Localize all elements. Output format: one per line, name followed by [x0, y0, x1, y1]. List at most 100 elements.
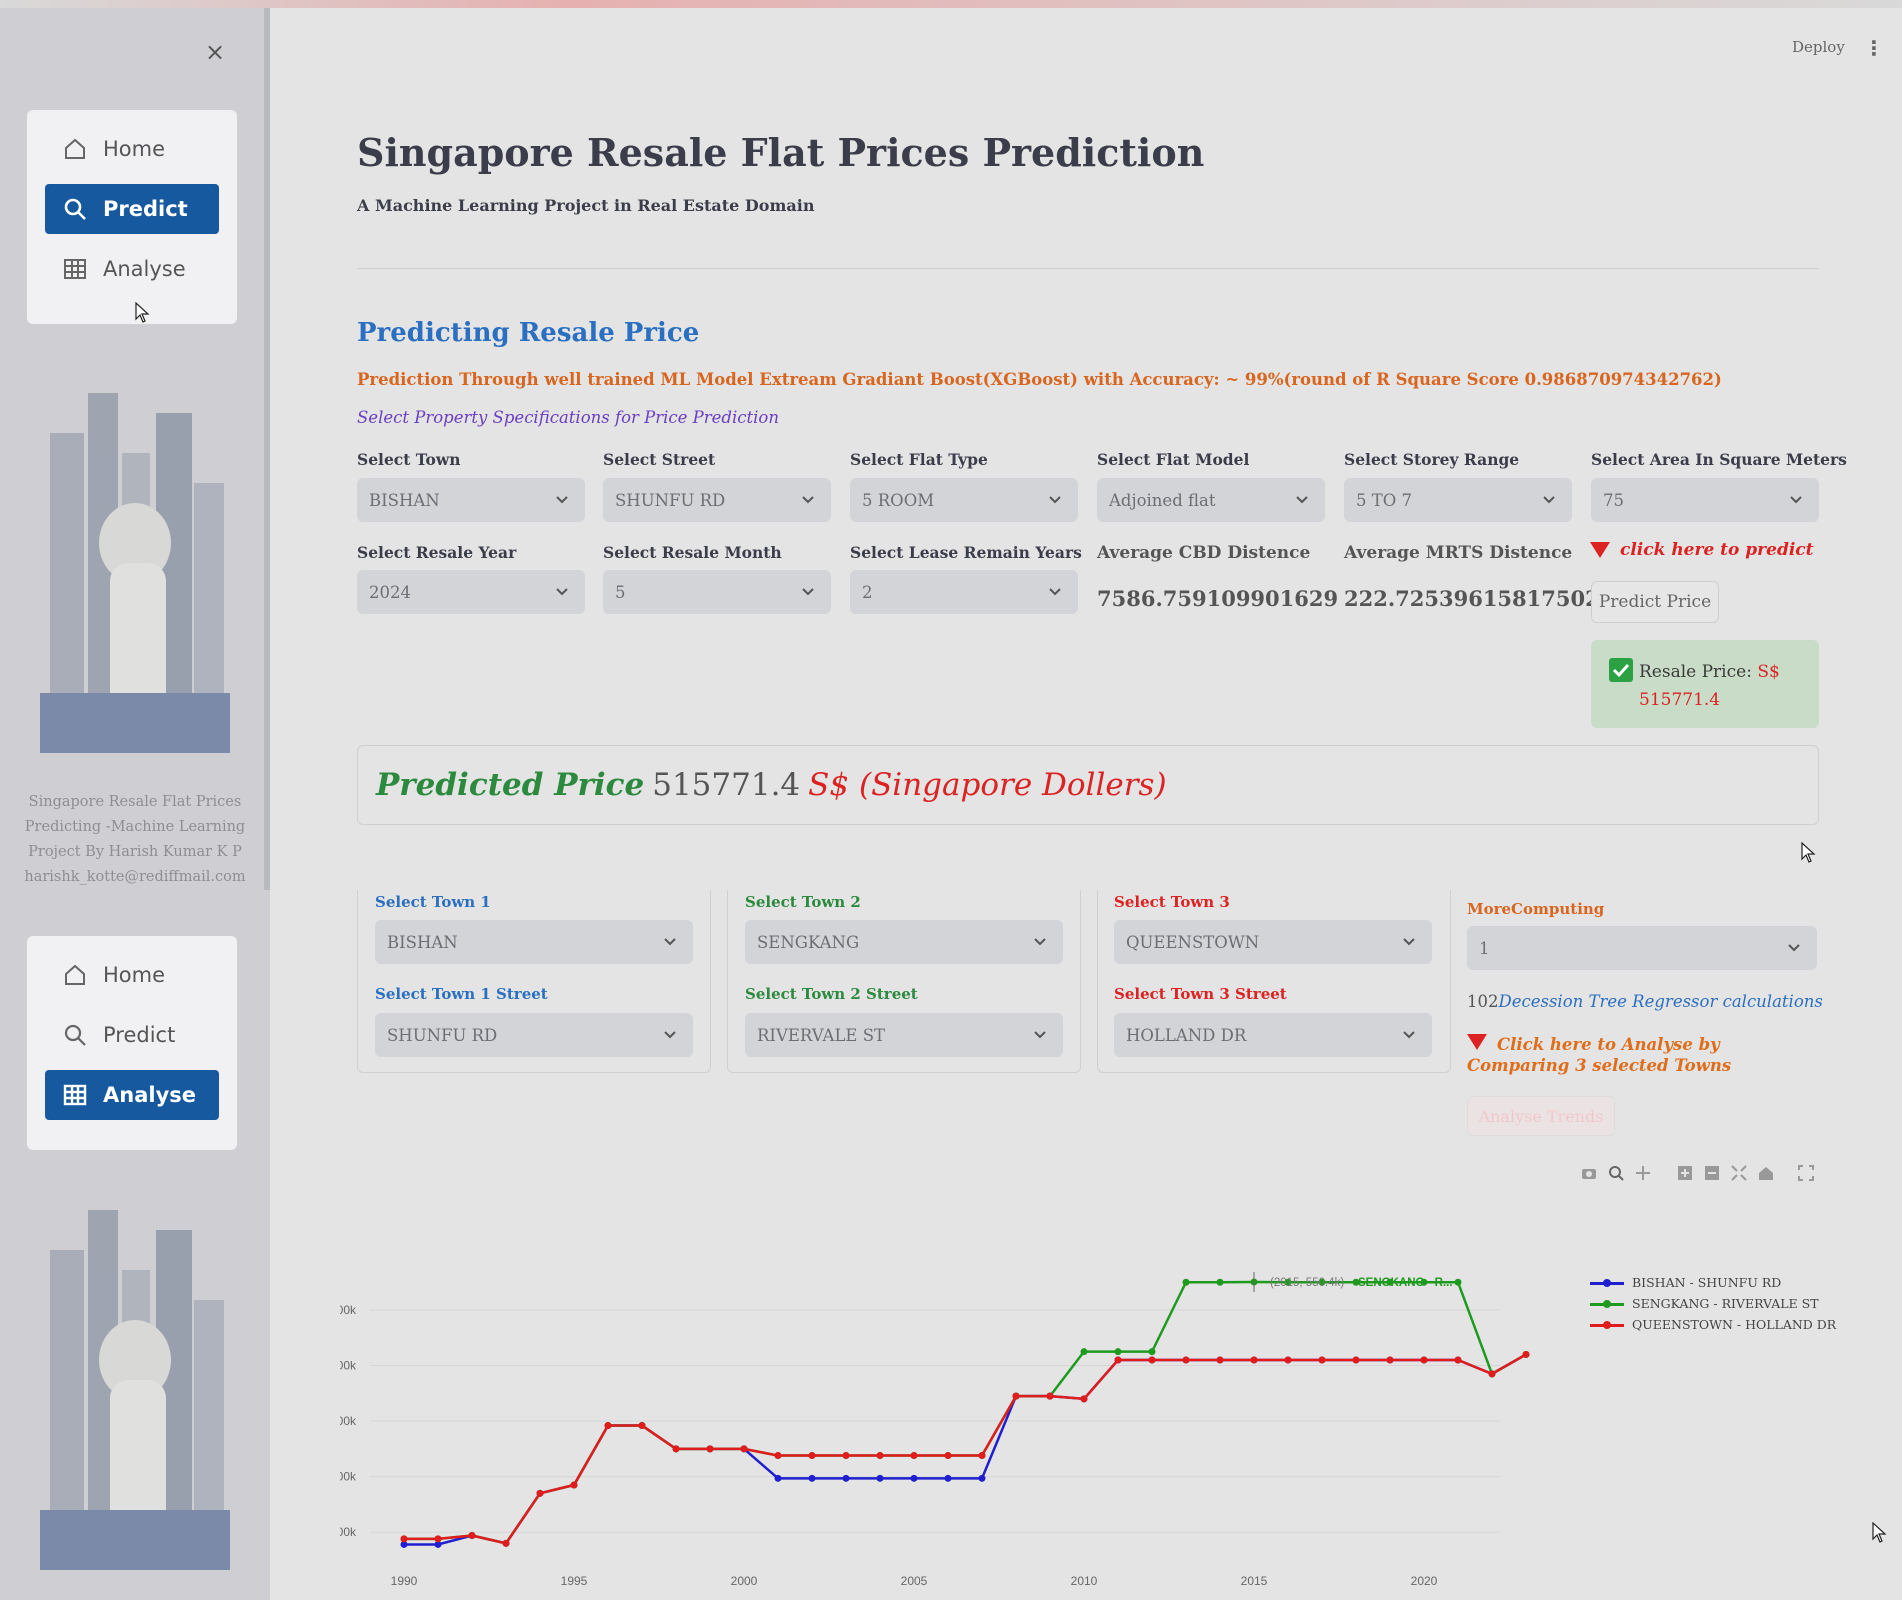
zoom-out-icon[interactable] [1703, 1164, 1721, 1182]
data-point[interactable] [468, 1532, 476, 1540]
resale-month-select[interactable]: 5 [603, 570, 831, 614]
lease-years-select[interactable]: 2 [850, 570, 1078, 614]
data-point[interactable] [740, 1445, 748, 1453]
camera-icon[interactable] [1580, 1164, 1598, 1182]
predict-hint: click here to predict [1590, 540, 1814, 560]
town-3-street-select[interactable]: HOLLAND DR [1114, 1013, 1432, 1057]
town-2-select[interactable]: SENGKANG [745, 920, 1063, 964]
nav-analyse[interactable]: Analyse [45, 244, 219, 294]
data-point[interactable] [672, 1445, 680, 1453]
data-point[interactable] [502, 1539, 510, 1547]
data-point[interactable] [1080, 1348, 1088, 1356]
data-point[interactable] [842, 1474, 850, 1482]
data-point[interactable] [978, 1452, 986, 1460]
data-point[interactable] [706, 1445, 714, 1453]
data-point[interactable] [434, 1535, 442, 1543]
data-point[interactable] [944, 1474, 952, 1482]
data-point[interactable] [978, 1474, 986, 1482]
data-point[interactable] [808, 1474, 816, 1482]
data-point[interactable] [1114, 1356, 1122, 1364]
price-trend-chart[interactable]: 100k 200k 300k 400k 500k 1990 1995 2000 2005 2010… [340, 1260, 1580, 1590]
data-point[interactable] [910, 1474, 918, 1482]
data-point[interactable] [876, 1474, 884, 1482]
data-point[interactable] [1114, 1348, 1122, 1356]
data-point[interactable] [944, 1452, 952, 1460]
resale-year-select[interactable]: 2024 [357, 570, 585, 614]
data-point[interactable] [1284, 1356, 1292, 1364]
data-point[interactable] [1284, 1278, 1292, 1286]
data-point[interactable] [1148, 1356, 1156, 1364]
area-select[interactable]: 75 [1591, 478, 1819, 522]
data-point[interactable] [842, 1452, 850, 1460]
data-point[interactable] [1522, 1350, 1530, 1358]
data-point[interactable] [1454, 1356, 1462, 1364]
data-point[interactable] [604, 1422, 612, 1430]
nav-home[interactable]: Home [45, 124, 219, 174]
data-point[interactable] [808, 1452, 816, 1460]
data-point[interactable] [570, 1481, 578, 1489]
data-point[interactable] [1046, 1392, 1054, 1400]
data-point[interactable] [910, 1452, 918, 1460]
data-point[interactable] [876, 1452, 884, 1460]
data-point[interactable] [1182, 1278, 1190, 1286]
analyse-trends-button[interactable]: Analyse Trends [1467, 1096, 1615, 1136]
legend-item-bishan[interactable]: BISHAN - SHUNFU RD [1590, 1272, 1836, 1293]
town-3-select[interactable]: QUEENSTOWN [1114, 920, 1432, 964]
x-tick-label: 2005 [901, 1574, 928, 1588]
merlion-image [40, 1210, 230, 1570]
data-point[interactable] [1420, 1356, 1428, 1364]
data-point[interactable] [1386, 1278, 1394, 1286]
autoscale-icon[interactable] [1730, 1164, 1748, 1182]
storey-range-select[interactable]: 5 TO 7 [1344, 478, 1572, 522]
data-point[interactable] [1182, 1356, 1190, 1364]
data-point[interactable] [1352, 1278, 1360, 1286]
data-point[interactable] [400, 1540, 408, 1548]
town-1-select[interactable]: BISHAN [375, 920, 693, 964]
data-point[interactable] [1488, 1370, 1496, 1378]
data-point[interactable] [1318, 1278, 1326, 1286]
zoom-in-icon[interactable] [1676, 1164, 1694, 1182]
footer-line: harishk_kotte@rediffmail.com [24, 869, 246, 885]
nav-analyse[interactable]: Analyse [45, 1070, 219, 1120]
data-point[interactable] [400, 1535, 408, 1543]
legend-item-queenstown[interactable]: QUEENSTOWN - HOLLAND DR [1590, 1314, 1836, 1335]
data-point[interactable] [536, 1489, 544, 1497]
data-point[interactable] [1012, 1392, 1020, 1400]
data-point[interactable] [1352, 1356, 1360, 1364]
nav-predict[interactable]: Predict [45, 1010, 219, 1060]
town-2-street-select[interactable]: RIVERVALE ST [745, 1013, 1063, 1057]
data-point[interactable] [1216, 1278, 1224, 1286]
data-point[interactable] [1250, 1356, 1258, 1364]
dt-count-text: Decession Tree Regressor calculations [1498, 992, 1823, 1011]
more-menu-icon[interactable]: ⋮ [1864, 36, 1884, 60]
data-point[interactable] [774, 1474, 782, 1482]
data-point[interactable] [774, 1452, 782, 1460]
data-point[interactable] [1318, 1356, 1326, 1364]
data-point[interactable] [1386, 1356, 1394, 1364]
predict-price-button[interactable]: Predict Price [1591, 581, 1719, 623]
cbd-distance-label: Average CBD Distence [1097, 543, 1311, 563]
data-point[interactable] [434, 1540, 442, 1548]
nav-home[interactable]: Home [45, 950, 219, 1000]
data-point[interactable] [1080, 1395, 1088, 1403]
town-select[interactable]: BISHAN [357, 478, 585, 522]
data-point[interactable] [1148, 1348, 1156, 1356]
flat-model-select[interactable]: Adjoined flat [1097, 478, 1325, 522]
pan-icon[interactable] [1634, 1164, 1652, 1182]
data-point[interactable] [638, 1422, 646, 1430]
data-point[interactable] [1454, 1278, 1462, 1286]
reset-home-icon[interactable] [1757, 1164, 1775, 1182]
zoom-icon[interactable] [1607, 1164, 1625, 1182]
town-1-street-select[interactable]: SHUNFU RD [375, 1013, 693, 1057]
data-point[interactable] [1216, 1356, 1224, 1364]
fullscreen-icon[interactable] [1797, 1164, 1815, 1182]
deploy-button[interactable]: Deploy [1792, 38, 1845, 56]
close-sidebar-icon[interactable]: × [205, 38, 226, 66]
more-computing-select[interactable]: 1 [1467, 926, 1817, 970]
flat-type-select[interactable]: 5 ROOM [850, 478, 1078, 522]
data-point[interactable] [1420, 1278, 1428, 1286]
street-select[interactable]: SHUNFU RD [603, 478, 831, 522]
town-1-panel [357, 890, 711, 1073]
nav-predict[interactable]: Predict [45, 184, 219, 234]
legend-item-sengkang[interactable]: SENGKANG - RIVERVALE ST [1590, 1293, 1836, 1314]
